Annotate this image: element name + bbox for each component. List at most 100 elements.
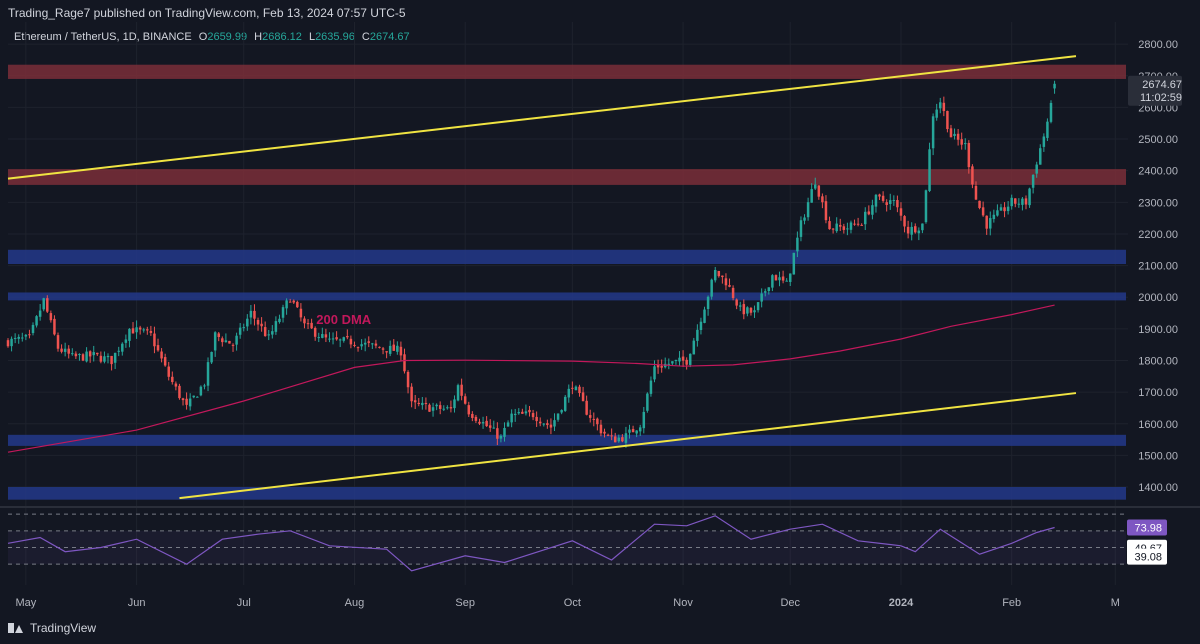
time-tick-label: Oct [564, 597, 581, 609]
candle [849, 220, 853, 234]
candle [842, 223, 846, 234]
candle [78, 353, 81, 361]
candle-body [713, 270, 717, 281]
candle-body [724, 278, 728, 286]
candle [921, 223, 924, 234]
candle-body [403, 354, 406, 372]
candle-body [349, 338, 353, 345]
candle [560, 409, 563, 415]
candle [128, 328, 131, 348]
candle-body [981, 207, 985, 216]
support-zone [8, 487, 1126, 500]
candle [996, 204, 999, 217]
candle [142, 327, 145, 333]
candle-body [971, 166, 974, 185]
candle-body [381, 348, 385, 350]
candle-body [917, 230, 921, 234]
candle [121, 342, 124, 356]
candle [406, 370, 410, 394]
candle-body [35, 316, 38, 326]
rsi-value-label: 73.98 [1134, 523, 1162, 535]
candle [949, 124, 953, 138]
time-tick-label: 2024 [889, 597, 914, 609]
candle [874, 193, 878, 213]
candle [371, 342, 374, 349]
candle-body [492, 427, 496, 429]
candle-body [442, 408, 446, 410]
candle-body [721, 275, 724, 278]
candle-body [385, 351, 388, 353]
candle-body [903, 216, 906, 227]
candle [103, 351, 106, 364]
candle [653, 360, 656, 383]
candle-body [503, 427, 506, 437]
candle [738, 301, 742, 312]
candle-body [635, 430, 638, 434]
candle [1014, 198, 1017, 208]
candle-body [449, 407, 453, 409]
candle [274, 316, 278, 335]
candle-body [563, 396, 567, 411]
candle-body [274, 321, 278, 332]
candle-body [671, 361, 674, 364]
candle [928, 142, 931, 193]
candle [21, 332, 24, 342]
candle [446, 405, 449, 410]
candle-body [96, 352, 99, 355]
rsi-value-box [1127, 519, 1167, 536]
candle [674, 359, 678, 365]
candle [585, 395, 588, 416]
candle [685, 357, 688, 370]
candle [499, 434, 503, 443]
candle [71, 348, 74, 356]
candle [978, 200, 981, 210]
candle-body [542, 423, 546, 425]
grid-lines [8, 22, 1128, 585]
low-value: 2635.96 [315, 31, 355, 43]
candle [1053, 80, 1056, 94]
candle-body [53, 318, 56, 335]
candle [346, 329, 349, 340]
candle [42, 297, 45, 312]
candle [228, 340, 231, 344]
candle-body [331, 338, 335, 340]
candle-body [592, 418, 596, 420]
candle [624, 426, 628, 448]
candle-body [471, 413, 474, 418]
candle [478, 418, 481, 426]
candle-body [421, 402, 424, 406]
candle [746, 306, 749, 317]
candle-body [371, 343, 374, 345]
candle-body [378, 346, 381, 348]
candle-body [138, 327, 142, 330]
candle [846, 222, 849, 236]
candle [67, 345, 70, 359]
candle [431, 402, 435, 417]
candle [946, 110, 949, 133]
candle [217, 331, 220, 342]
candle-body [453, 399, 456, 409]
candle-body [324, 334, 328, 338]
candle-body [538, 421, 542, 424]
candle [603, 428, 606, 438]
candle-body [678, 357, 681, 362]
candle-body [649, 380, 653, 394]
candle-body [992, 214, 996, 220]
candle [546, 419, 549, 429]
candle-body [463, 396, 467, 404]
candle-body [631, 428, 635, 433]
candle-body [488, 425, 492, 428]
candle [153, 326, 156, 354]
candle [613, 432, 617, 443]
candle-body [899, 208, 903, 216]
candle [253, 304, 256, 326]
candle-body [424, 403, 428, 405]
candle [56, 332, 60, 352]
candle-body [353, 344, 356, 346]
candle-body [13, 338, 17, 340]
candle-body [717, 270, 721, 277]
candle [778, 271, 781, 287]
candle-body [338, 339, 342, 341]
candle [1028, 187, 1031, 208]
